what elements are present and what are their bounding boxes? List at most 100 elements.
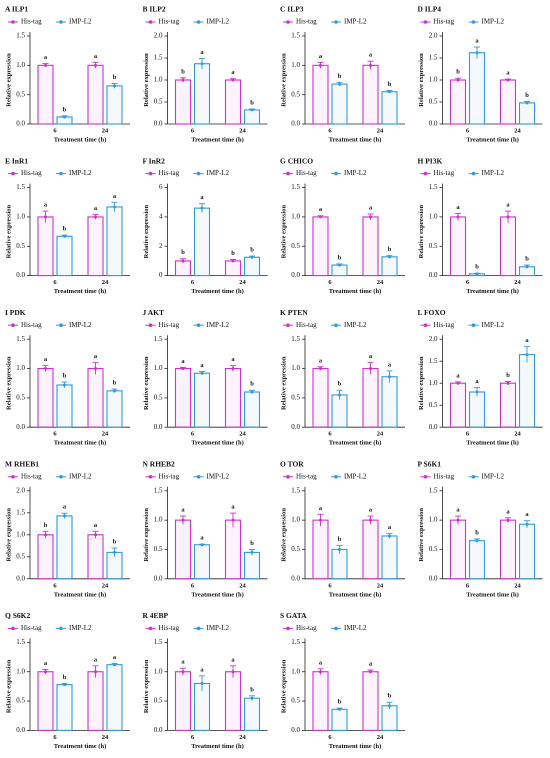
y-tick-label: 1.0	[16, 213, 25, 221]
y-axis-label: Relative expression	[280, 356, 287, 410]
significance-letter: a	[475, 378, 479, 385]
significance-letter: b	[525, 256, 529, 263]
mean-dot	[181, 78, 185, 82]
bar	[87, 216, 104, 277]
legend-marker	[423, 475, 428, 479]
panel-title: C ILP3	[280, 5, 304, 14]
mean-dot	[231, 670, 235, 674]
y-axis-label: Relative expression	[143, 356, 150, 410]
mean-dot	[200, 543, 204, 547]
legend-label: IMP-L2	[69, 18, 92, 26]
significance-letter: b	[388, 81, 392, 88]
y-tick-label: 0.5	[429, 401, 438, 409]
y-tick-label: 0.5	[16, 552, 25, 560]
y-tick-label: 0.5	[16, 393, 25, 401]
significance-letter: a	[475, 37, 479, 44]
legend-label: His-tag	[296, 169, 317, 177]
mean-dot	[231, 259, 235, 263]
significance-letter: b	[250, 381, 254, 388]
y-tick-label: 1.5	[154, 638, 163, 646]
y-tick-label: 1.5	[429, 54, 438, 62]
significance-letter: a	[319, 206, 323, 213]
x-axis-label: Treatment time (h)	[329, 440, 381, 447]
y-axis-label: Relative expression	[143, 508, 150, 562]
y-tick-label: 1.5	[291, 183, 300, 191]
y-tick-label: 0.5	[16, 697, 25, 705]
y-tick-label: 1.0	[154, 364, 163, 372]
legend-marker	[196, 171, 201, 176]
significance-letter: a	[113, 654, 117, 661]
x-tick-label: 24	[514, 279, 521, 286]
bar	[499, 216, 517, 277]
legend-label: His-tag	[21, 169, 42, 177]
x-axis-label: Treatment time (h)	[191, 440, 243, 447]
y-axis-label: Relative expression	[5, 659, 12, 713]
significance-letter: b	[250, 540, 254, 547]
mean-dot	[181, 518, 185, 522]
bar	[381, 376, 398, 428]
mean-dot	[319, 215, 322, 219]
mean-dot	[250, 255, 254, 259]
legend-label: His-tag	[434, 169, 455, 177]
significance-letter: a	[94, 353, 98, 360]
mean-dot	[63, 234, 66, 238]
legend-label: IMP-L2	[482, 18, 505, 26]
mean-dot	[94, 63, 97, 67]
legend-label: IMP-L2	[344, 472, 367, 480]
x-axis-label: Treatment time (h)	[191, 591, 243, 598]
significance-letter: a	[231, 356, 235, 363]
legend-marker	[286, 626, 290, 631]
significance-letter: a	[369, 52, 373, 59]
y-tick-label: 0.0	[291, 726, 300, 734]
bar	[243, 109, 261, 125]
y-tick-label: 0.0	[154, 120, 163, 128]
y-axis-label: Relative expression	[280, 659, 287, 713]
x-axis-label: Treatment time (h)	[54, 440, 106, 447]
mean-dot	[250, 550, 254, 554]
legend-label: His-tag	[21, 18, 42, 26]
legend-label: His-tag	[159, 321, 180, 329]
y-tick-label: 0.5	[154, 545, 163, 553]
x-axis-label: Treatment time (h)	[191, 288, 243, 295]
legend-label: His-tag	[296, 624, 317, 632]
y-axis-label: Relative expression	[143, 659, 150, 713]
mean-dot	[388, 375, 391, 379]
legend-marker	[471, 323, 476, 328]
bar	[37, 64, 54, 125]
significance-letter: b	[338, 254, 342, 261]
y-tick-label: 0.5	[154, 697, 163, 705]
bar	[56, 384, 73, 428]
y-axis-label: Relative expression	[280, 53, 287, 107]
significance-letter: a	[525, 511, 529, 518]
bar	[518, 102, 536, 125]
significance-letter: a	[319, 53, 323, 60]
significance-letter: a	[388, 361, 392, 368]
significance-letter: a	[181, 358, 185, 365]
bar	[37, 367, 54, 428]
bar	[381, 256, 398, 277]
x-axis-label: Treatment time (h)	[466, 136, 518, 143]
bar	[243, 391, 261, 428]
legend-label: His-tag	[434, 18, 455, 26]
y-tick-label: 1.0	[154, 516, 163, 524]
x-tick-label: 6	[53, 582, 57, 589]
y-tick-label: 1.5	[429, 357, 438, 365]
y-tick-label: 4	[159, 213, 163, 221]
significance-letter: a	[200, 535, 204, 542]
y-tick-label: 1.5	[16, 335, 25, 343]
y-tick-label: 1.0	[291, 364, 300, 372]
panel-title: M RHEB1	[5, 460, 39, 469]
y-tick-label: 1.5	[291, 32, 300, 40]
significance-letter: b	[456, 69, 460, 76]
bar	[518, 523, 536, 580]
legend-label: His-tag	[296, 472, 317, 480]
mean-dot	[369, 63, 372, 67]
x-tick-label: 6	[53, 734, 57, 741]
legend-marker	[196, 20, 201, 24]
significance-letter: b	[63, 373, 67, 380]
y-tick-label: 0.0	[429, 120, 438, 128]
bar	[193, 207, 211, 277]
y-tick-label: 2.0	[154, 32, 163, 40]
mean-dot	[525, 522, 529, 526]
